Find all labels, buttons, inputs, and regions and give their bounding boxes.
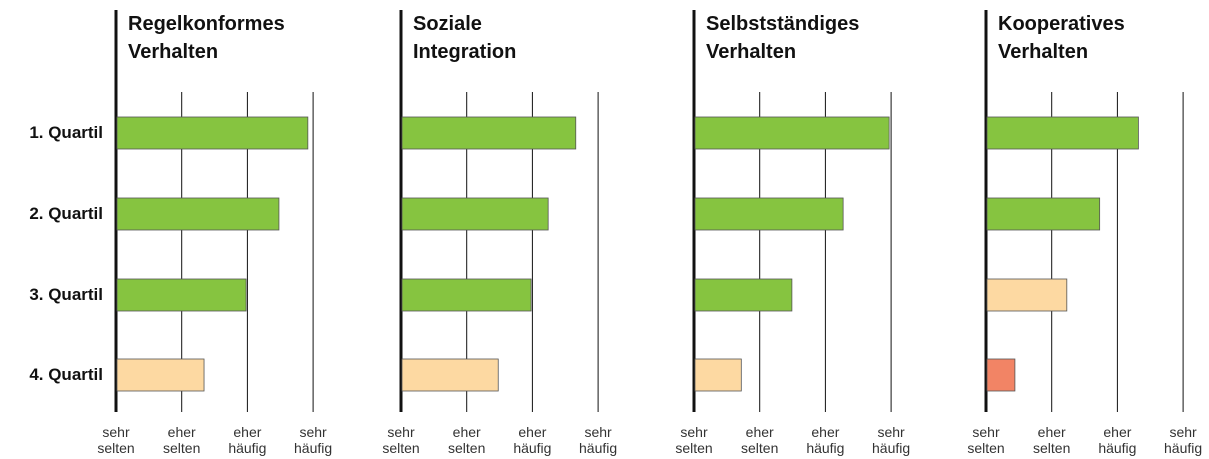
x-tick-label: eher selten: [741, 424, 779, 456]
bar: [694, 116, 890, 150]
bar: [986, 197, 1101, 231]
x-tick-label: sehr häufig: [872, 424, 911, 456]
bar: [986, 116, 1139, 150]
x-tick-label: eher selten: [448, 424, 486, 456]
row-label: 1. Quartil: [29, 123, 103, 142]
x-tick-label: sehr selten: [382, 424, 420, 456]
panel-title: Selbstständiges Verhalten: [706, 13, 860, 63]
bar: [116, 197, 280, 231]
x-tick-label: sehr häufig: [294, 424, 333, 456]
bar: [694, 358, 742, 392]
x-tick-label: sehr selten: [967, 424, 1005, 456]
bar: [116, 278, 247, 312]
x-tick-label: eher häufig: [806, 424, 845, 456]
bar: [401, 116, 577, 150]
row-label: 3. Quartil: [29, 285, 103, 304]
row-label: 4. Quartil: [29, 365, 103, 384]
x-tick-label: eher selten: [163, 424, 201, 456]
panel-title: Soziale Integration: [413, 13, 517, 63]
row-label: 2. Quartil: [29, 204, 103, 223]
x-tick-label: eher selten: [1033, 424, 1071, 456]
bar: [694, 197, 844, 231]
bar: [116, 116, 309, 150]
x-tick-label: sehr selten: [97, 424, 135, 456]
panel-title: Regelkonformes Verhalten: [128, 13, 285, 63]
bar: [401, 358, 499, 392]
bar: [116, 358, 205, 392]
bar: [986, 358, 1016, 392]
bar: [986, 278, 1068, 312]
x-tick-label: eher häufig: [513, 424, 552, 456]
x-tick-label: eher häufig: [1098, 424, 1137, 456]
x-tick-label: eher häufig: [228, 424, 267, 456]
bar: [401, 278, 532, 312]
bar: [401, 197, 549, 231]
x-tick-label: sehr häufig: [1164, 424, 1203, 456]
bar: [694, 278, 793, 312]
x-tick-label: sehr selten: [675, 424, 713, 456]
x-tick-label: sehr häufig: [579, 424, 618, 456]
panel-title: Kooperatives Verhalten: [998, 13, 1125, 63]
